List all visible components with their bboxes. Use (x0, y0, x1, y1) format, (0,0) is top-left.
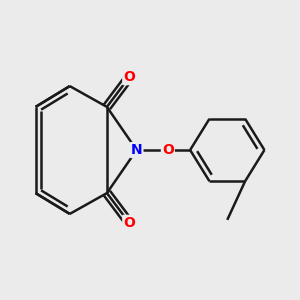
Text: O: O (162, 143, 174, 157)
Text: O: O (123, 70, 135, 84)
Text: O: O (123, 216, 135, 230)
Text: N: N (131, 143, 142, 157)
